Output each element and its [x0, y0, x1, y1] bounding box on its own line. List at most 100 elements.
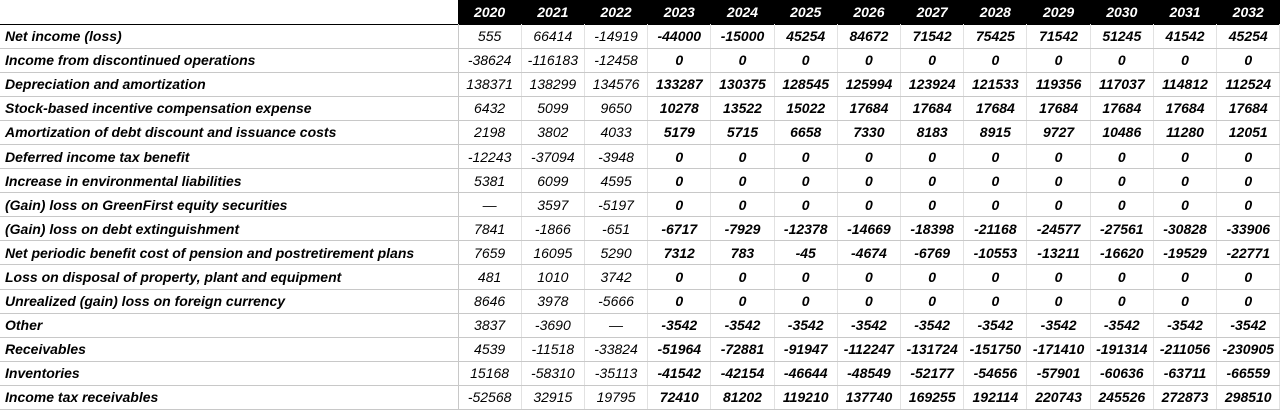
value-cell[interactable]: 123924 — [900, 72, 965, 97]
value-cell[interactable]: 0 — [774, 289, 838, 314]
value-cell[interactable]: 71542 — [900, 23, 965, 49]
value-cell[interactable]: 0 — [1026, 289, 1091, 314]
value-cell[interactable]: -12458 — [584, 48, 649, 73]
value-cell[interactable]: -6717 — [647, 216, 712, 242]
value-cell[interactable]: -4674 — [837, 240, 902, 266]
value-cell[interactable]: -3542 — [710, 313, 775, 338]
value-cell[interactable]: -45 — [774, 240, 838, 266]
value-cell[interactable]: -91947 — [774, 337, 838, 362]
value-cell[interactable]: 45254 — [1216, 23, 1280, 49]
value-cell[interactable]: 0 — [1216, 144, 1280, 170]
value-cell[interactable]: 7330 — [837, 120, 902, 145]
value-cell[interactable]: 119356 — [1026, 72, 1091, 97]
value-cell[interactable]: -42154 — [710, 361, 775, 386]
value-cell[interactable]: 0 — [1216, 289, 1280, 314]
value-cell[interactable]: 2198 — [458, 120, 522, 145]
value-cell[interactable]: -6769 — [900, 240, 965, 266]
value-cell[interactable]: -3542 — [774, 313, 838, 338]
value-cell[interactable]: 0 — [710, 289, 775, 314]
value-cell[interactable]: 0 — [963, 264, 1028, 290]
value-cell[interactable]: -57901 — [1026, 361, 1091, 386]
value-cell[interactable]: 7312 — [647, 240, 712, 266]
value-cell[interactable]: 17684 — [837, 96, 902, 121]
value-cell[interactable]: -33906 — [1216, 216, 1280, 242]
value-cell[interactable]: 16095 — [521, 240, 585, 266]
value-cell[interactable]: -230905 — [1216, 337, 1280, 362]
value-cell[interactable]: — — [584, 313, 649, 338]
value-cell[interactable]: 0 — [963, 168, 1028, 194]
value-cell[interactable]: 245526 — [1090, 385, 1154, 410]
value-cell[interactable]: -3542 — [900, 313, 965, 338]
value-cell[interactable]: 10278 — [647, 96, 712, 121]
value-cell[interactable]: 0 — [837, 192, 902, 218]
value-cell[interactable]: 128545 — [774, 72, 838, 97]
row-label[interactable]: Stock-based incentive compensation expen… — [0, 96, 459, 121]
value-cell[interactable]: 138371 — [458, 72, 522, 97]
value-cell[interactable]: -131724 — [900, 337, 965, 362]
value-cell[interactable]: 9727 — [1026, 120, 1091, 145]
value-cell[interactable]: 0 — [1026, 48, 1091, 73]
value-cell[interactable]: -211056 — [1153, 337, 1218, 362]
value-cell[interactable]: -3542 — [1153, 313, 1218, 338]
value-cell[interactable]: -5666 — [584, 289, 649, 314]
value-cell[interactable]: -52568 — [458, 385, 522, 410]
value-cell[interactable]: 0 — [900, 144, 965, 170]
value-cell[interactable]: 0 — [1026, 264, 1091, 290]
value-cell[interactable]: -14669 — [837, 216, 902, 242]
value-cell[interactable]: -24577 — [1026, 216, 1091, 242]
value-cell[interactable]: -3690 — [521, 313, 585, 338]
value-cell[interactable]: 0 — [900, 168, 965, 194]
value-cell[interactable]: -13211 — [1026, 240, 1091, 266]
value-cell[interactable]: 15022 — [774, 96, 838, 121]
value-cell[interactable]: 5179 — [647, 120, 712, 145]
value-cell[interactable]: 0 — [774, 264, 838, 290]
value-cell[interactable]: -21168 — [963, 216, 1028, 242]
value-cell[interactable]: -651 — [584, 216, 649, 242]
value-cell[interactable]: 81202 — [710, 385, 775, 410]
value-cell[interactable]: -116183 — [521, 48, 585, 73]
value-cell[interactable]: 0 — [963, 48, 1028, 73]
value-cell[interactable]: 9650 — [584, 96, 649, 121]
value-cell[interactable]: 0 — [837, 289, 902, 314]
value-cell[interactable]: 0 — [963, 289, 1028, 314]
value-cell[interactable]: 4033 — [584, 120, 649, 145]
value-cell[interactable]: 75425 — [963, 23, 1028, 49]
value-cell[interactable]: 0 — [774, 168, 838, 194]
value-cell[interactable]: 555 — [458, 23, 522, 49]
value-cell[interactable]: 0 — [1090, 144, 1154, 170]
value-cell[interactable]: 45254 — [774, 23, 838, 49]
value-cell[interactable]: 7659 — [458, 240, 522, 266]
value-cell[interactable]: -63711 — [1153, 361, 1218, 386]
row-label[interactable]: (Gain) loss on debt extinguishment — [0, 216, 459, 242]
row-label[interactable]: Net income (loss) — [0, 23, 459, 49]
row-label[interactable]: Increase in environmental liabilities — [0, 168, 459, 194]
value-cell[interactable]: 17684 — [1216, 96, 1280, 121]
value-cell[interactable]: 192114 — [963, 385, 1028, 410]
value-cell[interactable]: 114812 — [1153, 72, 1218, 97]
value-cell[interactable]: 3802 — [521, 120, 585, 145]
value-cell[interactable]: -16620 — [1090, 240, 1154, 266]
value-cell[interactable]: 0 — [963, 144, 1028, 170]
value-cell[interactable]: -30828 — [1153, 216, 1218, 242]
value-cell[interactable]: 0 — [900, 289, 965, 314]
value-cell[interactable]: 32915 — [521, 385, 585, 410]
value-cell[interactable]: 0 — [1216, 264, 1280, 290]
value-cell[interactable]: 0 — [774, 192, 838, 218]
value-cell[interactable]: 6658 — [774, 120, 838, 145]
value-cell[interactable]: -191314 — [1090, 337, 1154, 362]
value-cell[interactable]: 51245 — [1090, 23, 1154, 49]
value-cell[interactable]: 0 — [774, 144, 838, 170]
value-cell[interactable]: 11280 — [1153, 120, 1218, 145]
value-cell[interactable]: -51964 — [647, 337, 712, 362]
value-cell[interactable]: 5290 — [584, 240, 649, 266]
value-cell[interactable]: -72881 — [710, 337, 775, 362]
value-cell[interactable]: 5099 — [521, 96, 585, 121]
value-cell[interactable]: 0 — [1216, 192, 1280, 218]
row-label[interactable]: Other — [0, 313, 459, 338]
value-cell[interactable]: 0 — [647, 264, 712, 290]
value-cell[interactable]: -171410 — [1026, 337, 1091, 362]
value-cell[interactable]: 0 — [1153, 168, 1218, 194]
row-label[interactable]: Income tax receivables — [0, 385, 459, 410]
value-cell[interactable]: -12243 — [458, 144, 522, 170]
value-cell[interactable]: 0 — [1153, 289, 1218, 314]
